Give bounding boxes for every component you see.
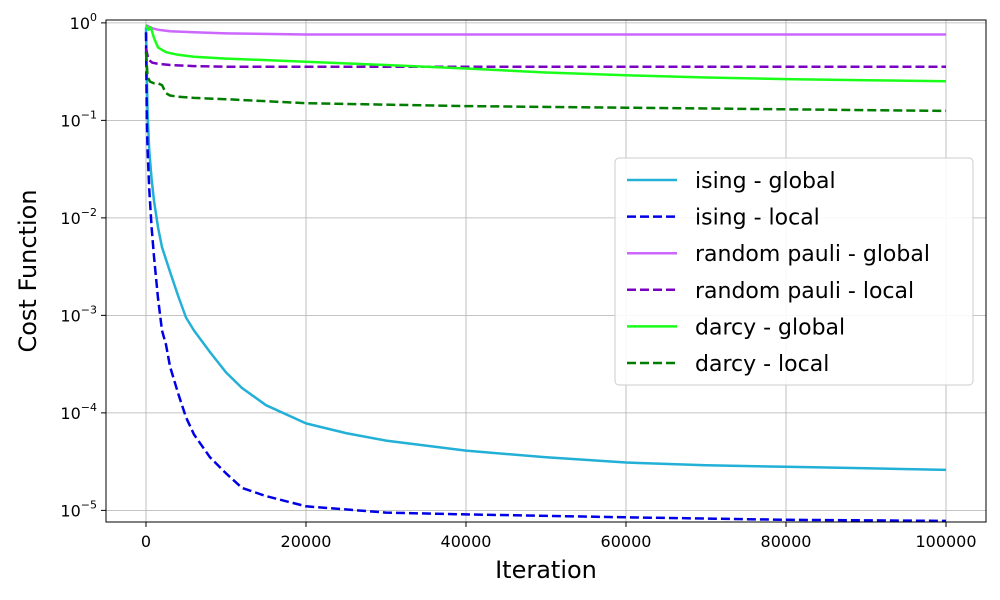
- y-tick-label: 10−3: [60, 303, 97, 325]
- series-line-ising-global: [144, 27, 947, 472]
- legend-label: random pauli - global: [695, 242, 930, 267]
- series-line-random-pauli-global: [145, 23, 946, 36]
- series-line-darcy-global: [144, 24, 947, 83]
- series-line-ising-local: [144, 32, 947, 523]
- legend: ising - global ising - local random pauli …: [614, 157, 974, 386]
- y-tick-label: 10−1: [60, 108, 97, 130]
- x-tick-label: 20000: [281, 532, 332, 551]
- y-axis-label: Cost Function: [14, 189, 42, 352]
- x-axis-label: Iteration: [495, 556, 597, 584]
- series-line-random-pauli-local: [144, 47, 946, 68]
- x-tick-label: 40000: [441, 532, 492, 551]
- legend-label: darcy - local: [695, 352, 829, 377]
- y-axis: 10−5 10−4 10−3 10−2 10−1 100: [60, 11, 106, 520]
- legend-label: darcy - global: [695, 315, 845, 340]
- y-tick-label: 10−4: [60, 401, 97, 423]
- legend-label: ising - global: [695, 169, 836, 194]
- y-tick-label: 10−5: [60, 498, 97, 520]
- legend-label: ising - local: [695, 206, 820, 231]
- legend-label: random pauli - local: [695, 279, 914, 304]
- plot-frame: [105, 19, 987, 523]
- x-tick-label: 60000: [601, 532, 652, 551]
- x-tick-label: 0: [141, 532, 151, 551]
- series-layer: [144, 23, 947, 523]
- y-tick-label: 10−2: [60, 206, 97, 228]
- x-axis: 0 20000 40000 60000 80000 100000: [141, 522, 977, 551]
- x-tick-label: 100000: [915, 532, 976, 551]
- y-tick-label: 100: [70, 11, 97, 33]
- x-tick-label: 80000: [761, 532, 812, 551]
- legend-box: [614, 157, 974, 386]
- series-line-darcy-local: [144, 52, 947, 113]
